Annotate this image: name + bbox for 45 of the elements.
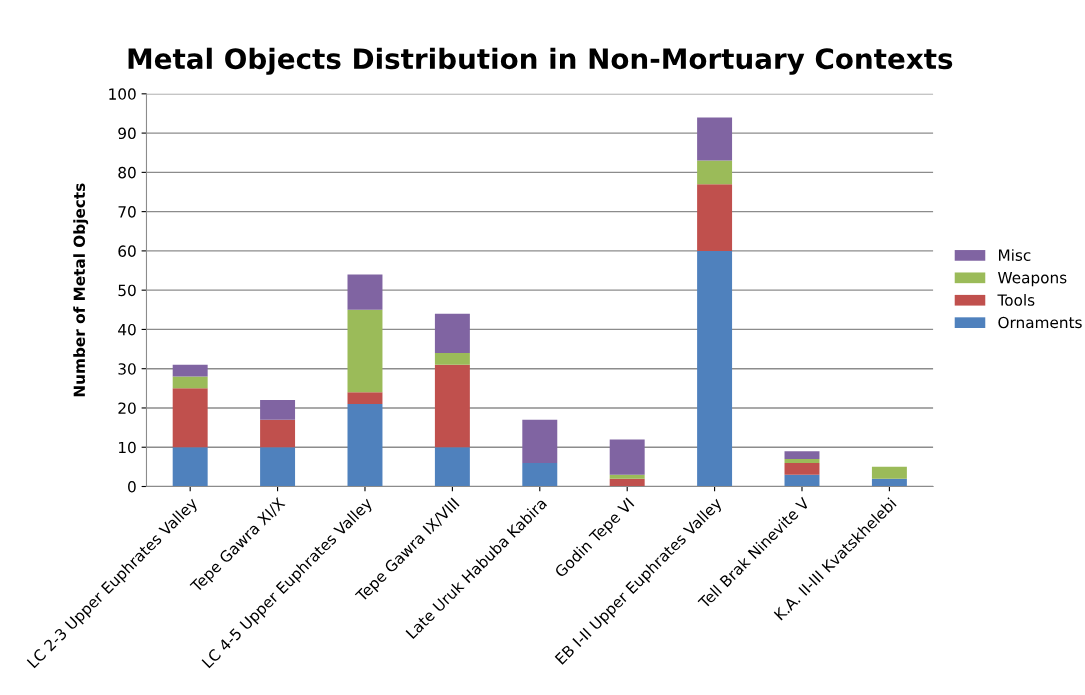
y-tick-label: 30 [118, 363, 136, 375]
bar [697, 160, 733, 185]
bar [434, 352, 470, 365]
bar [347, 274, 383, 310]
bar [784, 451, 820, 460]
y-axis-title: Number of Metal Objects [73, 183, 89, 397]
bar [434, 447, 470, 487]
y-tick-label: 0 [128, 480, 136, 493]
y-tick-label: 10 [118, 441, 136, 454]
bar [784, 462, 820, 475]
y-tick-label: 70 [118, 206, 136, 218]
bar [609, 474, 645, 479]
bar [434, 364, 470, 448]
bar [784, 474, 820, 487]
bar [347, 404, 383, 487]
bar [522, 419, 558, 463]
bar [697, 250, 733, 487]
y-tick-label: 60 [118, 245, 136, 257]
chart-title: Metal Objects Distribution in Non-Mortuary Contexts [128, 47, 953, 75]
bar [434, 313, 470, 353]
y-tick-label: 50 [118, 284, 136, 297]
bar [172, 364, 208, 377]
bar [172, 447, 208, 487]
y-tick-label: 20 [118, 402, 136, 414]
legend-label: Ornaments [998, 316, 1082, 329]
legend-label: Misc [998, 249, 1031, 261]
legend-label: Weapons [998, 272, 1067, 287]
y-tick-label: 80 [118, 166, 136, 179]
bar [871, 466, 907, 479]
bar [172, 376, 208, 389]
y-tick-label: 100 [109, 88, 136, 100]
bar [260, 419, 296, 448]
legend-label: Tools [997, 293, 1035, 306]
y-tick-label: 90 [118, 127, 136, 140]
y-tick-label: 40 [118, 323, 136, 336]
bar [522, 462, 558, 487]
bar [784, 459, 820, 463]
bar [697, 117, 733, 161]
bar [260, 447, 296, 487]
bar [347, 309, 383, 393]
bar [609, 439, 645, 475]
bar [697, 184, 733, 251]
bar [260, 400, 296, 420]
bar [172, 388, 208, 448]
bar [347, 392, 383, 405]
